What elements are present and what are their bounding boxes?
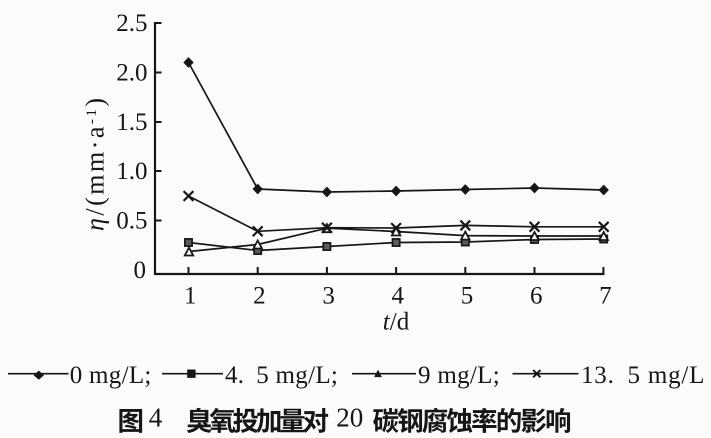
svg-text:1: 1	[184, 283, 197, 310]
svg-text:4: 4	[149, 403, 163, 433]
svg-text:t/d: t/d	[383, 309, 410, 336]
svg-text:2: 2	[253, 283, 266, 310]
svg-text:2.5: 2.5	[116, 10, 147, 37]
svg-text:0.5: 0.5	[116, 208, 147, 235]
svg-text:6: 6	[530, 283, 543, 310]
svg-text:4: 4	[392, 283, 405, 310]
svg-text:2.0: 2.0	[116, 60, 147, 87]
svg-text:7: 7	[599, 283, 612, 310]
svg-text:3: 3	[322, 283, 335, 310]
svg-text:13. 5 mg/L: 13. 5 mg/L	[581, 362, 705, 389]
svg-text:5: 5	[461, 283, 474, 310]
svg-text:9 mg/L;: 9 mg/L;	[418, 362, 500, 389]
svg-text:1.0: 1.0	[116, 158, 147, 185]
svg-text:0 mg/L;: 0 mg/L;	[70, 362, 152, 389]
svg-text:0: 0	[134, 257, 147, 284]
svg-text:20: 20	[336, 403, 363, 433]
svg-text:4. 5 mg/L;: 4. 5 mg/L;	[225, 362, 338, 389]
svg-text:1.5: 1.5	[116, 109, 147, 136]
